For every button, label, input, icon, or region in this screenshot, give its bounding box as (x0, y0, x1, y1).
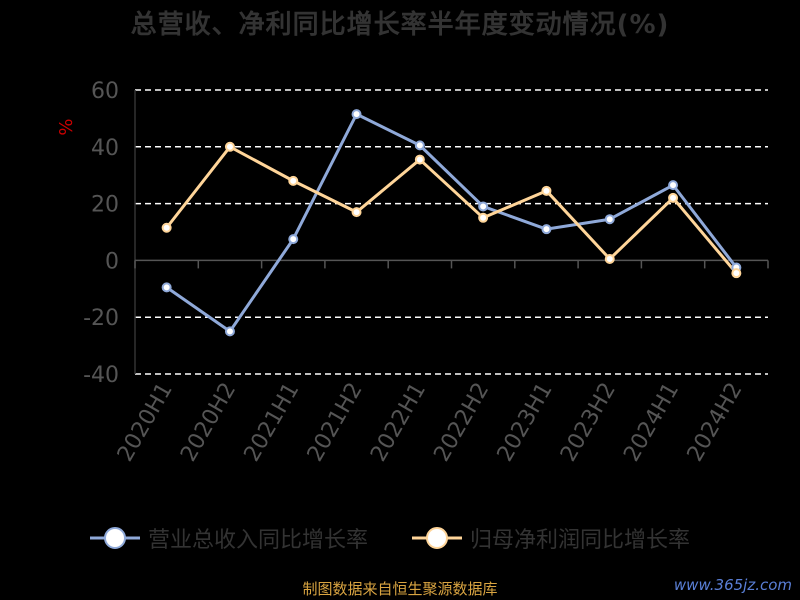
x-tick-label: 2024H1 (619, 379, 684, 466)
x-tick-label: 2023H2 (556, 379, 621, 466)
x-tick-label: 2022H2 (429, 379, 494, 466)
legend-label-revenue: 营业总收入同比增长率 (148, 528, 369, 553)
series-line-1 (165, 145, 738, 275)
data-point (414, 140, 425, 151)
chart-title: 总营收、净利同比增长率半年度变动情况(%) (130, 10, 670, 40)
legend-item-profit[interactable]: 归母净利润同比增长率 (412, 518, 690, 558)
legend-marker-revenue (90, 527, 140, 549)
x-tick-label: 2021H1 (240, 379, 305, 466)
data-point (161, 282, 172, 293)
series-line-0 (165, 112, 738, 333)
data-point (224, 326, 235, 337)
data-point (541, 224, 552, 235)
legend: 营业总收入同比增长率 归母净利润同比增长率 (0, 518, 800, 558)
legend-label-profit: 归母净利润同比增长率 (470, 528, 691, 553)
line-chart: -40-200204060%2020H12020H22021H12021H220… (56, 79, 769, 466)
y-tick-label: 20 (91, 193, 119, 218)
source-footer: 制图数据来自恒生聚源数据库 (302, 580, 498, 598)
data-point (604, 214, 615, 225)
x-tick-label: 2020H1 (113, 379, 178, 466)
y-tick-label: -40 (83, 363, 119, 388)
x-tick-label: 2023H1 (493, 379, 558, 466)
y-tick-label: 0 (105, 249, 119, 274)
data-point (351, 109, 362, 120)
data-point (731, 268, 742, 279)
y-tick-label: 40 (91, 136, 119, 161)
x-tick-label: 2021H2 (303, 379, 368, 466)
legend-item-revenue[interactable]: 营业总收入同比增长率 (90, 518, 368, 558)
y-axis-unit: % (56, 118, 77, 135)
x-tick-label: 2022H1 (366, 378, 431, 465)
y-tick-label: -20 (83, 306, 119, 331)
data-point (541, 185, 552, 196)
data-point (161, 222, 172, 233)
legend-marker-profit (412, 527, 462, 549)
data-point (478, 212, 489, 223)
data-point (288, 234, 299, 245)
data-point (668, 180, 679, 191)
data-point (668, 192, 679, 203)
data-point (478, 201, 489, 212)
watermark: www.365jz.com (673, 576, 792, 594)
x-tick-label: 2024H2 (683, 379, 748, 466)
x-tick-label: 2020H2 (176, 379, 241, 466)
data-point (288, 175, 299, 186)
data-point (351, 207, 362, 218)
y-tick-label: 60 (91, 79, 119, 104)
data-point (224, 141, 235, 152)
data-point (604, 253, 615, 264)
data-point (414, 154, 425, 165)
